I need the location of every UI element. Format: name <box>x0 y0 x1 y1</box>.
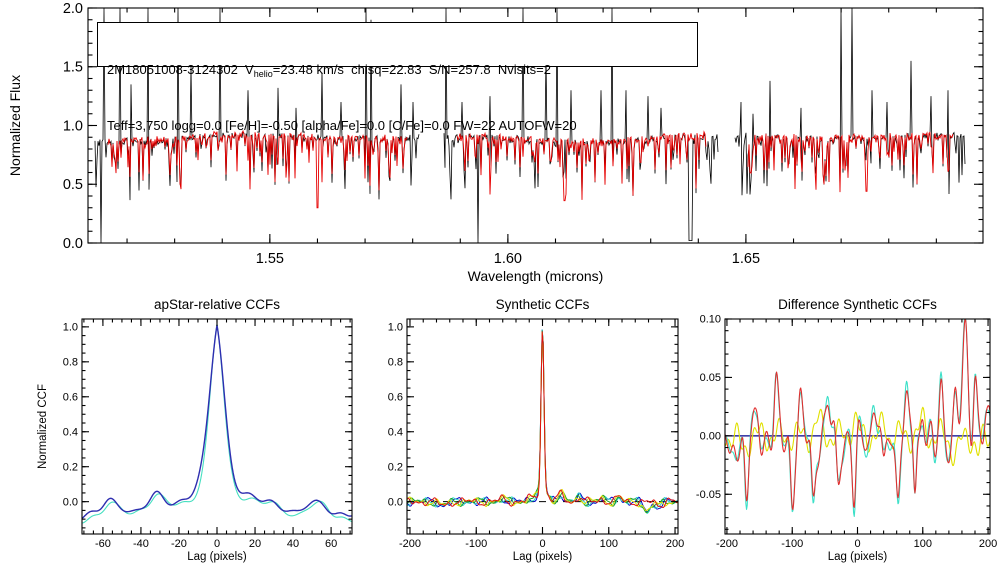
x-axis-title: Wavelength (microns) <box>468 268 604 284</box>
axis-frame <box>81 318 353 535</box>
y-tick-label: 0.6 <box>63 392 78 404</box>
x-tick-label: -200 <box>399 538 421 550</box>
info-line1-pre: 2M18051008-3124302 V <box>107 62 254 77</box>
vhelio-subscript: helio <box>253 69 273 79</box>
axis-frame <box>87 7 984 244</box>
info-line1: 2M18051008-3124302 Vhelio=23.48 km/s chi… <box>107 61 697 83</box>
y-tick-label: 1.0 <box>63 118 83 134</box>
info-line2: Teff=3,750 logg=0.0 [Fe/H]=-0.50 [alpha/… <box>107 118 577 133</box>
y-tick-label: 0.5 <box>63 177 83 193</box>
info-line1-post: =23.48 km/s chisq=22.83 S/N=257.8 Nvisit… <box>272 62 551 77</box>
series-ccf-green <box>407 330 678 514</box>
y-tick-label: 0.6 <box>388 392 403 404</box>
x-tick-label: 1.65 <box>732 251 760 267</box>
panel-title: Difference Synthetic CCFs <box>778 297 937 312</box>
series-model-spectrum <box>747 131 954 193</box>
spectrum-series <box>94 8 966 243</box>
y-tick-label: 0.2 <box>388 461 403 473</box>
axis-labels: -200 -100 0 100 200 0.10 0.05 0.00 -0.05 Lag (pix… <box>696 297 997 563</box>
y-tick-label: 0.0 <box>63 496 78 508</box>
apstar-ccf-panel: -60 -40 -20 0 20 40 60 0.0 0.2 0.4 0.6 0.8 1.0 Lag (p… <box>37 297 353 563</box>
apstar_ccf-series <box>82 323 352 524</box>
x-tick-label: -100 <box>465 538 487 550</box>
x-tick-label: -100 <box>781 538 803 550</box>
x-tick-label: 100 <box>600 538 618 550</box>
axis-labels: 1.55 1.60 1.65 0.0 0.5 1.0 1.5 2.0 Wavelength (m… <box>7 1 760 284</box>
x-tick-label: -40 <box>133 538 149 550</box>
info-box: 2M18051008-3124302 Vhelio=23.48 km/s chi… <box>97 22 698 133</box>
y-tick-label: 0.2 <box>63 461 78 473</box>
panel-title: apStar-relative CCFs <box>154 297 280 312</box>
y-tick-label: 0.0 <box>388 496 403 508</box>
series-model-spectrum <box>107 129 408 209</box>
y-tick-label: 0.0 <box>63 236 83 252</box>
x-tick-label: 1.60 <box>494 251 522 267</box>
x-tick-label: 0 <box>539 538 545 550</box>
spectrum-panel: 1.55 1.60 1.65 0.0 0.5 1.0 1.5 2.0 Wavelength (m… <box>7 1 984 284</box>
y-tick-label: 2.0 <box>63 1 83 17</box>
y-axis-title: Normalized Flux <box>7 75 23 176</box>
y-axis-title: Normalized CCF <box>37 384 49 469</box>
series-ccf-yellow <box>407 331 678 512</box>
x-tick-label: 40 <box>287 538 299 550</box>
y-tick-label: 1.5 <box>63 60 83 76</box>
synthetic-ccf-panel: -200 -100 0 100 200 0.0 0.2 0.4 0.6 0.8 1.0 Lag (pi… <box>388 297 684 563</box>
x-axis-title: Lag (pixels) <box>187 551 247 563</box>
series-diff-red <box>725 319 990 511</box>
x-tick-label: 0 <box>854 538 860 550</box>
x-tick-label: 200 <box>979 538 997 550</box>
axis-labels: -200 -100 0 100 200 0.0 0.2 0.4 0.6 0.8 1.0 Lag (pi… <box>388 297 684 563</box>
y-tick-label: 0.8 <box>388 357 403 369</box>
panel-title: Synthetic CCFs <box>496 297 590 312</box>
x-tick-label: 100 <box>914 538 932 550</box>
y-tick-label: 0.4 <box>63 426 78 438</box>
x-tick-label: -200 <box>716 538 738 550</box>
x-tick-label: 20 <box>249 538 261 550</box>
series-ccf-red <box>407 331 678 508</box>
x-axis-title: Lag (pixels) <box>513 551 573 563</box>
y-tick-label: 0.10 <box>700 314 721 326</box>
x-tick-label: 0 <box>214 538 220 550</box>
y-tick-label: -0.05 <box>696 489 721 501</box>
x-tick-label: -20 <box>171 538 187 550</box>
axis-frame <box>406 318 679 535</box>
x-tick-label: 200 <box>666 538 684 550</box>
axis-frame <box>724 318 991 535</box>
x-tick-label: -60 <box>95 538 111 550</box>
series-observed-spectrum <box>734 8 966 196</box>
y-tick-label: 0.4 <box>388 426 403 438</box>
series-visit-ccf-cyan <box>82 323 352 524</box>
series-model-spectrum <box>456 130 707 202</box>
difference-ccf-panel: -200 -100 0 100 200 0.10 0.05 0.00 -0.05 Lag (pix… <box>696 297 997 563</box>
axis-labels: -60 -40 -20 0 20 40 60 0.0 0.2 0.4 0.6 0.8 1.0 Lag (p… <box>37 297 337 563</box>
x-tick-label: 1.55 <box>256 251 284 267</box>
series-combined-ccf-navy <box>82 324 352 520</box>
x-tick-label: 60 <box>325 538 337 550</box>
x-axis-title: Lag (pixels) <box>828 551 888 563</box>
series-diff-cyan <box>725 319 990 517</box>
synthetic_ccf-series <box>407 329 678 514</box>
y-tick-label: 1.0 <box>388 322 403 334</box>
y-tick-label: 1.0 <box>63 322 78 334</box>
y-tick-label: 0.00 <box>700 431 721 443</box>
difference_ccf-series <box>725 319 990 517</box>
y-tick-label: 0.05 <box>700 372 721 384</box>
y-tick-label: 0.8 <box>63 357 78 369</box>
